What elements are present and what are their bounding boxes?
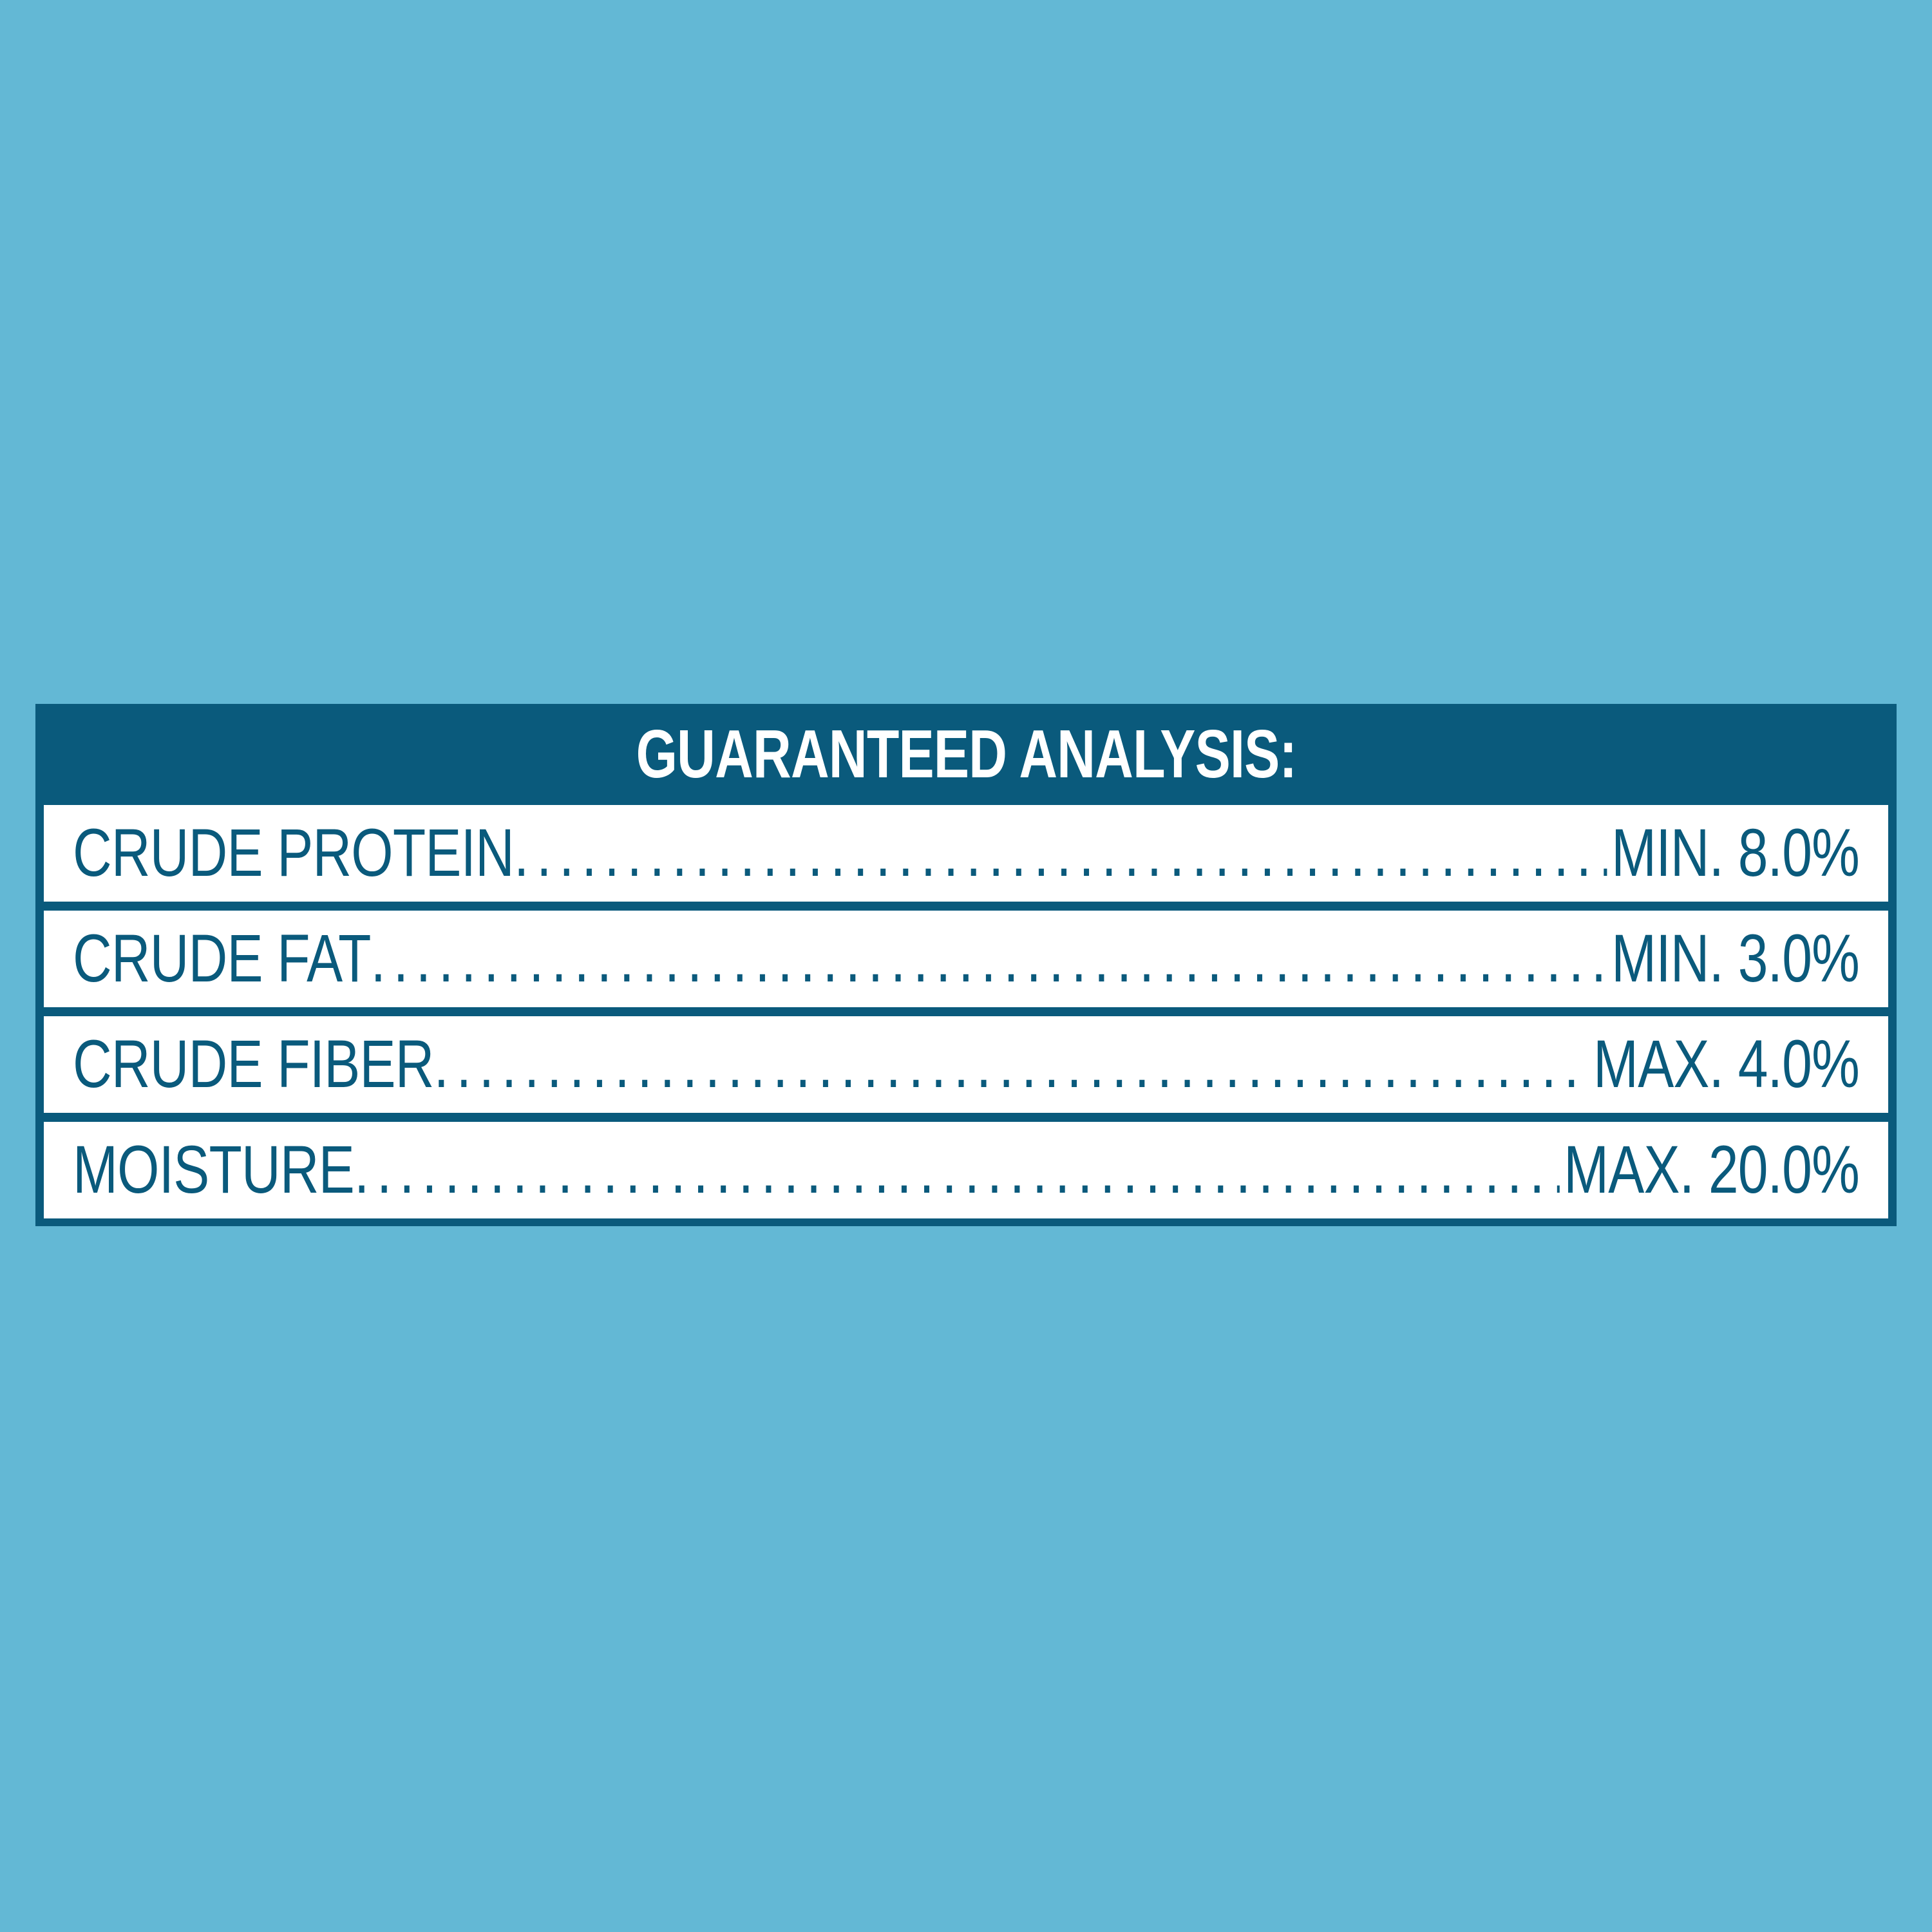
guaranteed-analysis-panel: GUARANTEED ANALYSIS: CRUDE PROTEIN MIN. … (35, 704, 1897, 1226)
panel-title: GUARANTEED ANALYSIS: (636, 716, 1296, 792)
dot-leader (434, 1016, 1589, 1113)
row-label: CRUDE FIBER (73, 1027, 434, 1102)
row-value: MIN. 3.0% (1611, 921, 1860, 996)
row-label: MOISTURE (73, 1132, 355, 1208)
row-content: CRUDE FIBER MAX. 4.0% (73, 1016, 1860, 1113)
row-value: MIN. 8.0% (1611, 815, 1860, 891)
row-label: CRUDE PROTEIN (73, 815, 515, 891)
dot-leader (371, 911, 1607, 1007)
row-content: CRUDE PROTEIN MIN. 8.0% (73, 805, 1860, 902)
table-row-crude-protein: CRUDE PROTEIN MIN. 8.0% (44, 805, 1888, 902)
row-content: CRUDE FAT MIN. 3.0% (73, 911, 1860, 1007)
dot-leader (514, 805, 1607, 902)
panel-header: GUARANTEED ANALYSIS: (35, 704, 1897, 805)
table-row-crude-fat: CRUDE FAT MIN. 3.0% (44, 911, 1888, 1007)
analysis-rows: CRUDE PROTEIN MIN. 8.0% CRUDE FAT MIN. 3… (44, 805, 1888, 1218)
row-label: CRUDE FAT (73, 921, 371, 996)
table-row-moisture: MOISTURE MAX. 20.0% (44, 1122, 1888, 1218)
row-content: MOISTURE MAX. 20.0% (73, 1122, 1860, 1218)
table-row-crude-fiber: CRUDE FIBER MAX. 4.0% (44, 1016, 1888, 1113)
row-value: MAX. 20.0% (1564, 1132, 1860, 1208)
row-value: MAX. 4.0% (1593, 1027, 1860, 1102)
dot-leader (354, 1122, 1560, 1218)
